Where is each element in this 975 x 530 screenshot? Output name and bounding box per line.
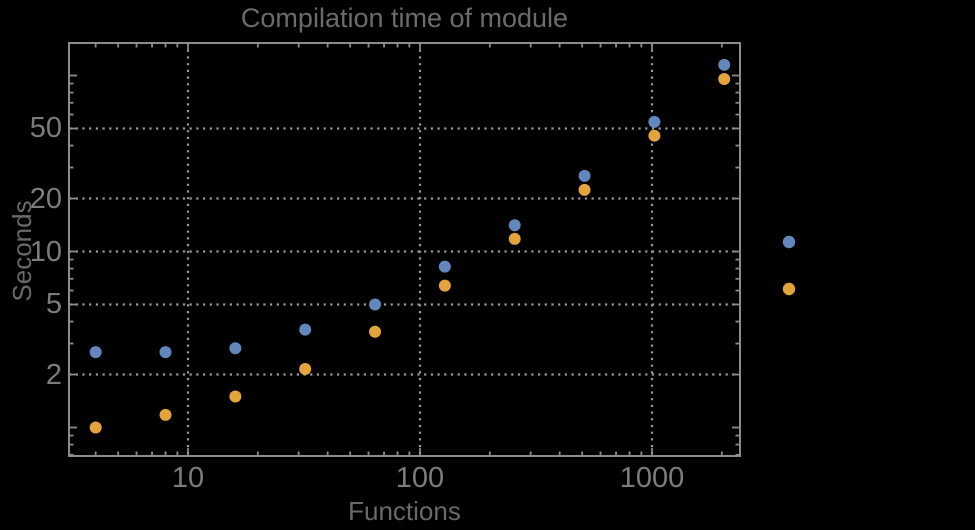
data-point-orange-series (89, 421, 102, 434)
data-point-blue-series (159, 346, 172, 359)
data-point-orange-series (718, 73, 731, 86)
data-point-blue-series (369, 298, 382, 311)
plot-frame (68, 42, 741, 457)
y-tick-label: 2 (45, 358, 62, 391)
data-point-blue-series (89, 346, 102, 359)
legend-marker (782, 235, 796, 249)
y-tick-label: 5 (45, 288, 62, 321)
x-tick-label: 10 (171, 462, 205, 494)
y-tick-label: 10 (29, 235, 62, 268)
legend-marker (782, 282, 796, 296)
chart-title: Compilation time of module (240, 3, 569, 33)
x-tick-label: 1000 (619, 462, 685, 494)
data-point-orange-series (229, 390, 242, 403)
data-point-blue-series (718, 58, 731, 71)
data-point-blue-series (438, 260, 451, 273)
data-point-blue-series (578, 169, 591, 182)
y-tick-label: 20 (29, 182, 62, 215)
data-point-blue-series (299, 323, 312, 336)
data-point-orange-series (648, 129, 661, 142)
data-point-orange-series (299, 362, 312, 375)
data-point-orange-series (159, 408, 172, 421)
data-point-orange-series (508, 232, 521, 245)
x-tick-label: 100 (395, 462, 445, 494)
data-point-blue-series (648, 115, 661, 128)
y-tick-label: 50 (29, 112, 62, 145)
data-point-orange-series (438, 279, 451, 292)
x-axis-label: Functions (348, 496, 461, 526)
data-point-blue-series (229, 342, 242, 355)
data-point-orange-series (578, 183, 591, 196)
data-point-blue-series (508, 219, 521, 232)
data-point-orange-series (369, 325, 382, 338)
